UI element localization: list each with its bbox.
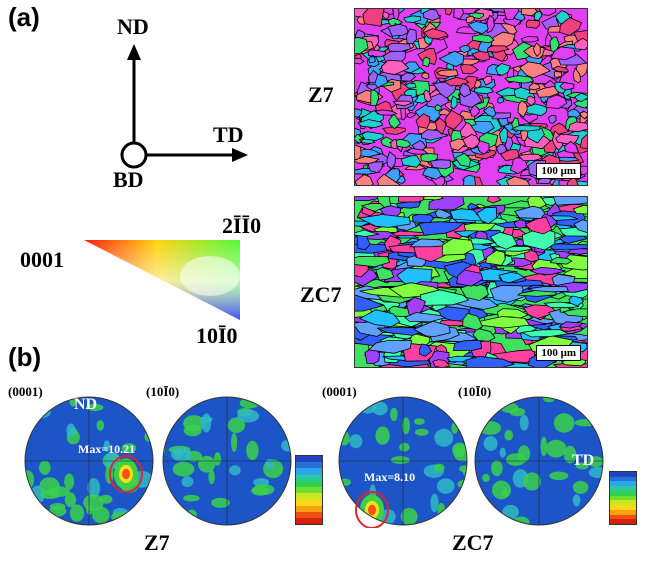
- pf-title-z7-1010: (10Ī0): [146, 384, 180, 399]
- pole-figure-z7-0001: [24, 396, 154, 526]
- pf-sample-label-z7: Z7: [144, 530, 170, 555]
- legend-swatch: [296, 456, 322, 463]
- legend-swatch: [296, 462, 322, 469]
- nd-arrowhead: [127, 44, 141, 60]
- panel-a-label: (a): [8, 2, 40, 32]
- legend-swatch: [296, 499, 322, 506]
- legend-swatch: [610, 500, 636, 506]
- legend-swatch: [610, 509, 636, 515]
- ipf-corner-0001: 0001: [20, 247, 64, 272]
- td-arrowhead: [232, 148, 248, 162]
- ebsd-map-z7: 100 μm: [354, 8, 588, 186]
- legend-swatch: [296, 511, 322, 518]
- scale-bar-zc7: 100 μm: [536, 345, 581, 361]
- legend-swatch: [296, 468, 322, 475]
- legend-swatch: [610, 490, 636, 496]
- bd-circle-icon: [120, 141, 148, 169]
- map-sample-label-zc7: ZC7: [300, 282, 342, 307]
- ebsd-map-zc7-grains: [355, 197, 587, 367]
- ebsd-map-z7-grains: [355, 9, 587, 185]
- legend-swatch: [296, 493, 322, 500]
- pf-max-zc7: Max=8.10: [364, 470, 416, 484]
- nd-label: ND: [117, 14, 149, 39]
- max-intensity-highlight-ring: [109, 455, 143, 493]
- pf-title-z7-0001: (0001): [8, 384, 43, 399]
- pf-overlay-td: TD: [572, 452, 595, 469]
- pf-sample-label-zc7: ZC7: [452, 530, 494, 555]
- legend-swatch: [610, 481, 636, 487]
- legend-swatch: [610, 514, 636, 520]
- scale-bar-zc7-label: 100 μm: [541, 347, 576, 359]
- scale-bar-z7: 100 μm: [536, 163, 581, 179]
- max-intensity-highlight-ring: [355, 491, 389, 528]
- legend-swatch: [296, 480, 322, 487]
- ipf-corner-2110: 2ĪĪ0: [222, 213, 262, 238]
- legend-swatch: [610, 505, 636, 510]
- legend-swatch: [296, 517, 322, 525]
- legend-swatch: [610, 519, 636, 525]
- td-label: TD: [213, 122, 244, 147]
- ipf-color-key: [84, 240, 240, 320]
- legend-swatch: [610, 476, 636, 482]
- pf-title-zc7-0001: (0001): [322, 384, 357, 399]
- map-sample-label-z7: Z7: [308, 82, 334, 107]
- ipf-corner-1010: 10Ī0: [196, 323, 238, 348]
- legend-swatch: [296, 505, 322, 512]
- legend-swatch: [296, 474, 322, 481]
- panel-b-label: (b): [8, 342, 42, 372]
- bd-label: BD: [113, 167, 144, 192]
- pole-figure-z7-1010: [162, 396, 292, 526]
- pole-figure-zc7-0001: [338, 396, 468, 528]
- pf-title-zc7-1010: (10Ī0): [458, 384, 492, 399]
- pf-overlay-nd: ND: [74, 396, 98, 413]
- legend-swatch: [610, 472, 636, 477]
- intensity-legend-z7: [295, 455, 323, 525]
- axes-diagram: [120, 44, 248, 169]
- ebsd-map-zc7: 100 μm: [354, 196, 588, 368]
- legend-swatch: [296, 486, 322, 494]
- pf-max-z7: Max=10.21: [78, 442, 136, 456]
- legend-swatch: [610, 486, 636, 491]
- pole-figure-zc7-1010: [474, 396, 604, 526]
- scale-bar-z7-label: 100 μm: [541, 165, 576, 177]
- legend-swatch: [610, 495, 636, 501]
- intensity-legend-zc7: [609, 471, 637, 525]
